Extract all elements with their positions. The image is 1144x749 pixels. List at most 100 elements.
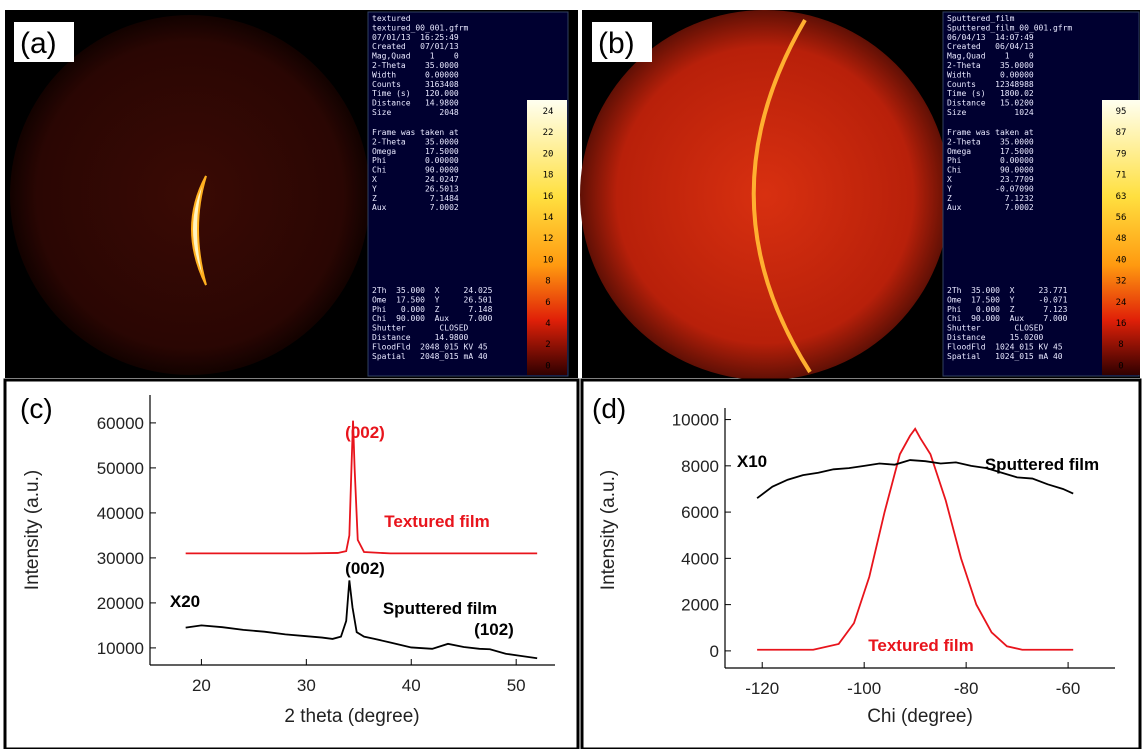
- x-tick-label: -80: [954, 679, 979, 698]
- y-tick-label: 20000: [97, 594, 144, 613]
- panel-c-frame: [5, 380, 578, 749]
- y-tick-label: 60000: [97, 414, 144, 433]
- x-tick-label: 40: [402, 676, 421, 695]
- status-line: Distance 14.9800: [372, 333, 469, 342]
- info-line: 2-Theta 35.0000: [947, 137, 1034, 146]
- status-line: Shutter CLOSED: [947, 324, 1044, 333]
- info-line: Distance 14.9800: [372, 99, 459, 108]
- info-line: Size 1024: [947, 108, 1034, 117]
- y-tick-label: 40000: [97, 504, 144, 523]
- info-line: Y -0.07090: [947, 184, 1034, 193]
- colorbar-label: 56: [1116, 213, 1127, 223]
- colorbar-label: 10: [543, 255, 554, 265]
- y-axis-label: Intensity (a.u.): [598, 470, 619, 590]
- y-tick-label: 50000: [97, 459, 144, 478]
- info-line: Width 0.00000: [372, 70, 459, 79]
- info-line: Counts 12348988: [947, 80, 1034, 89]
- info-line: Z 7.1484: [372, 194, 459, 203]
- info-line: Z 7.1232: [947, 194, 1034, 203]
- colorbar-label: 0: [545, 361, 550, 371]
- info-line: Time (s) 120.000: [372, 89, 459, 98]
- info-line: Distance 15.0200: [947, 99, 1034, 108]
- colorbar-label: 24: [1116, 298, 1127, 308]
- status-line: Ome 17.500 Y -0.071: [947, 295, 1068, 304]
- x-axis-label: 2 theta (degree): [284, 706, 419, 727]
- info-line: 06/04/13 14:07:49: [947, 33, 1034, 42]
- info-line: Created 06/04/13: [947, 42, 1034, 51]
- x-tick-label: 30: [297, 676, 316, 695]
- colorbar-label: 32: [1116, 277, 1127, 287]
- x-tick-label: -60: [1056, 679, 1081, 698]
- colorbar-label: 8: [545, 277, 550, 287]
- colorbar-label: 16: [543, 192, 554, 202]
- info-line: Chi 90.0000: [947, 166, 1034, 175]
- info-line: 2-Theta 35.0000: [372, 137, 459, 146]
- colorbar-label: 8: [1118, 340, 1123, 350]
- colorbar-label: 14: [543, 213, 554, 223]
- colorbar-label: 4: [545, 319, 550, 329]
- info-line: Omega 17.5000: [947, 147, 1034, 156]
- info-line: Created 07/01/13: [372, 42, 459, 51]
- info-line: Y 26.5013: [372, 184, 459, 193]
- y-tick-label: 0: [710, 642, 719, 661]
- y-tick-label: 8000: [681, 457, 719, 476]
- detector-a: [10, 15, 370, 375]
- info-line: X 23.7709: [947, 175, 1034, 184]
- x-axis-label: Chi (degree): [867, 706, 973, 727]
- annotation: Textured film: [868, 636, 973, 655]
- y-tick-label: 30000: [97, 549, 144, 568]
- annotation: (002): [345, 559, 385, 578]
- page: (a)texturedtextured_00_001.gfrm07/01/13 …: [0, 0, 1144, 749]
- colorbar-label: 18: [543, 171, 554, 181]
- info-line: 07/01/13 16:25:49: [372, 33, 459, 42]
- status-line: Chi 90.000 Aux 7.000: [372, 314, 493, 323]
- detector-b: [580, 10, 950, 380]
- colorbar-label: 48: [1116, 234, 1127, 244]
- annotation: (002): [345, 423, 385, 442]
- colorbar-label: 22: [543, 128, 554, 138]
- info-line: X 24.0247: [372, 175, 459, 184]
- status-line: Ome 17.500 Y 26.501: [372, 295, 493, 304]
- info-line: Size 2048: [372, 108, 459, 117]
- panel-label: (c): [20, 393, 53, 424]
- colorbar-label: 2: [545, 340, 550, 350]
- info-line: 2-Theta 35.0000: [372, 61, 459, 70]
- status-line: Phi 0.000 Z 7.123: [947, 305, 1068, 314]
- annotation: Sputtered film: [383, 599, 497, 618]
- x-tick-label: 20: [192, 676, 211, 695]
- info-line: Phi 0.00000: [372, 156, 459, 165]
- panel-label: (b): [598, 27, 635, 60]
- info-line: Aux 7.0002: [372, 203, 459, 212]
- y-tick-label: 4000: [681, 549, 719, 568]
- status-line: Shutter CLOSED: [372, 324, 469, 333]
- y-tick-label: 10000: [97, 639, 144, 658]
- info-line: Frame was taken at: [372, 128, 459, 137]
- info-line: Aux 7.0002: [947, 203, 1034, 212]
- info-line: Mag,Quad 1 0: [372, 52, 459, 61]
- annotation: Sputtered film: [985, 455, 1099, 474]
- y-tick-label: 10000: [672, 411, 719, 430]
- status-line: FloodFld 1024_015 KV 45: [947, 342, 1063, 351]
- x-tick-label: -100: [847, 679, 881, 698]
- info-line: Time (s) 1800.02: [947, 89, 1034, 98]
- info-line: Chi 90.0000: [372, 166, 459, 175]
- status-line: 2Th 35.000 X 24.025: [372, 286, 493, 295]
- status-line: Phi 0.000 Z 7.148: [372, 305, 493, 314]
- colorbar-label: 24: [543, 107, 554, 117]
- info-line: Mag,Quad 1 0: [947, 52, 1034, 61]
- panel-label: (d): [592, 393, 626, 424]
- info-line: 2-Theta 35.0000: [947, 61, 1034, 70]
- info-line: Width 0.00000: [947, 70, 1034, 79]
- annotation: X10: [737, 452, 767, 471]
- info-line: textured: [372, 14, 411, 23]
- status-line: FloodFld 2048_015 KV 45: [372, 342, 488, 351]
- colorbar-label: 12: [543, 234, 554, 244]
- info-line: Sputtered_film: [947, 14, 1015, 23]
- status-line: Spatial 2048_015 mA 40: [372, 352, 488, 361]
- colorbar-label: 87: [1116, 128, 1127, 138]
- panel-label: (a): [20, 27, 57, 60]
- info-line: Counts 3163408: [372, 80, 459, 89]
- status-line: Chi 90.000 Aux 7.000: [947, 314, 1068, 323]
- colorbar-label: 40: [1116, 255, 1127, 265]
- figure: (a)texturedtextured_00_001.gfrm07/01/13 …: [0, 0, 1144, 749]
